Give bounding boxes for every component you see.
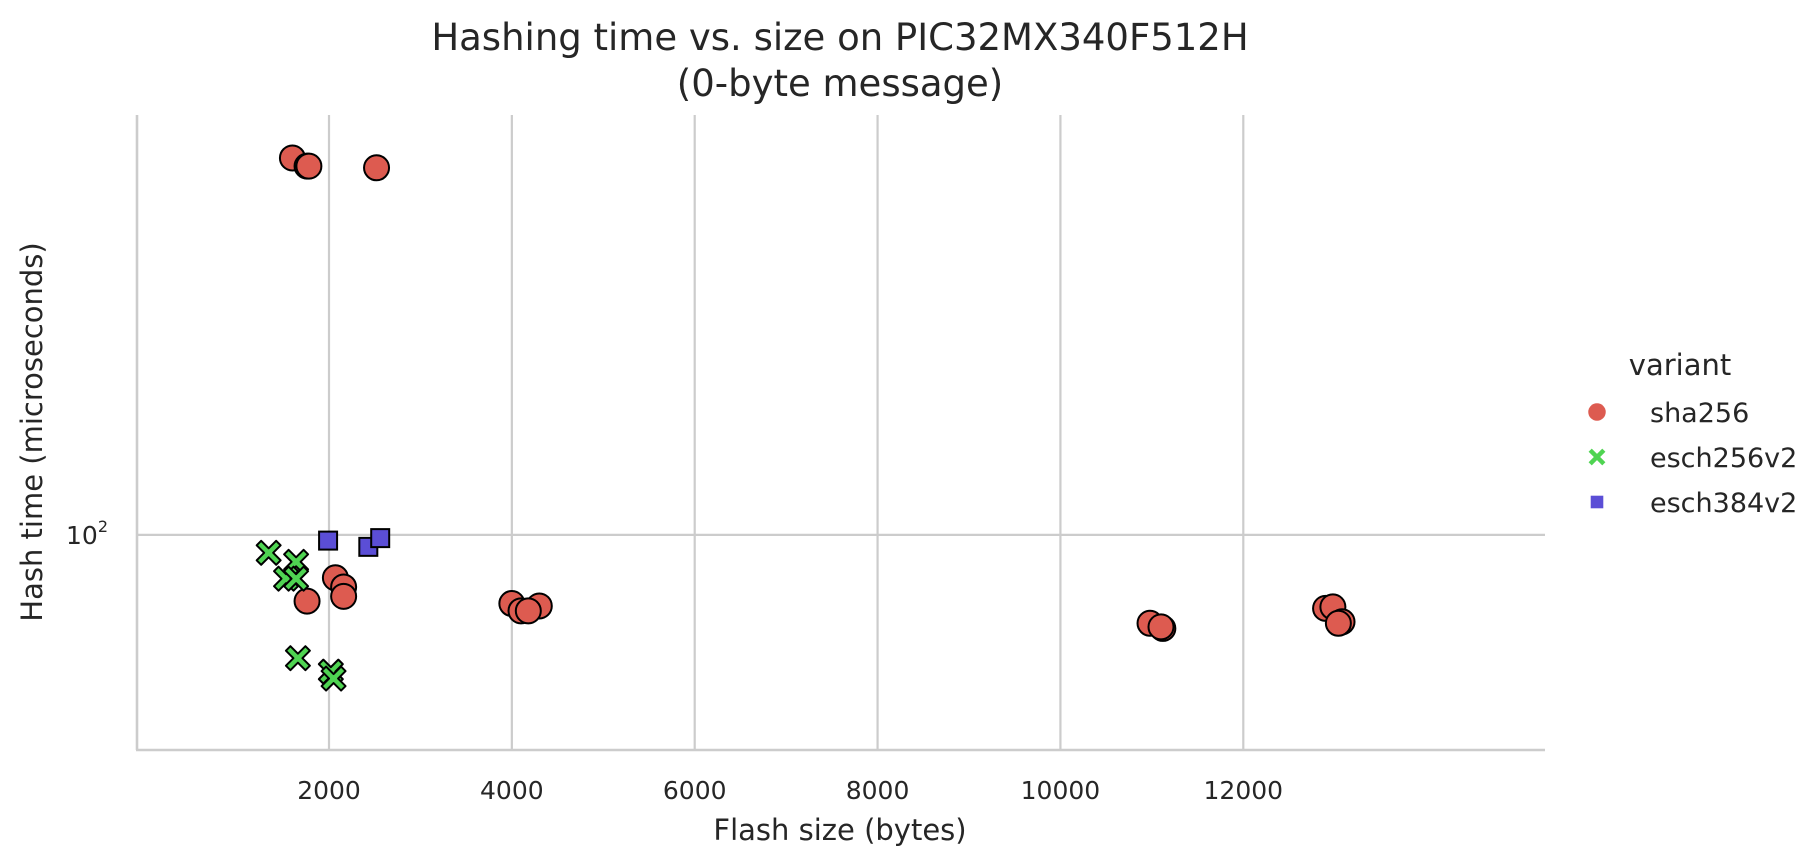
x-tick-label: 8000 [846, 776, 910, 805]
legend-label: esch256v2 [1650, 443, 1797, 474]
y-axis-label: Hash time (microseconds) [15, 242, 49, 621]
legend-label: esch384v2 [1650, 488, 1797, 519]
series-esch384v2 [318, 528, 391, 557]
esch256v2-point [320, 665, 347, 692]
legend-title: variant [1629, 348, 1731, 382]
grid-lines [137, 115, 1545, 750]
chart-subtitle: (0-byte message) [677, 62, 1003, 105]
esch384v2-point [318, 530, 339, 551]
sha256-point [514, 597, 542, 625]
x-tick-label: 10000 [1021, 776, 1101, 805]
x-axis-label: Flash size (bytes) [713, 813, 966, 847]
legend-marker-sha256 [1588, 403, 1606, 421]
sha256-point [293, 587, 321, 615]
y-tick-label: 102 [66, 517, 108, 550]
legend-marker-esch384v2 [1590, 495, 1604, 509]
legend-label: sha256 [1650, 398, 1749, 429]
esch256v2-point [283, 565, 310, 592]
x-tick-label: 4000 [480, 776, 544, 805]
x-tick-label: 6000 [663, 776, 727, 805]
legend: variant sha256 esch256v2 esch384v2 [1588, 348, 1797, 519]
x-tick-label: 2000 [297, 776, 361, 805]
esch256v2-point [255, 539, 282, 566]
axis-ticks: 2000 4000 6000 8000 10000 12000 102 [66, 517, 1283, 805]
sha256-point [295, 152, 323, 180]
series-sha256 [278, 144, 1356, 642]
sha256-point [1147, 613, 1175, 641]
esch384v2-point [370, 528, 391, 549]
y-tick-exponent: 2 [98, 517, 108, 536]
esch256v2-point [284, 645, 311, 672]
series-esch256v2 [255, 539, 347, 692]
sha256-point [1324, 609, 1352, 637]
chart-title: Hashing time vs. size on PIC32MX340F512H [431, 16, 1248, 59]
sha256-point [330, 582, 358, 610]
sha256-point [363, 154, 391, 182]
data-points [255, 144, 1356, 692]
legend-marker-esch256v2 [1588, 448, 1606, 466]
x-tick-label: 12000 [1204, 776, 1284, 805]
